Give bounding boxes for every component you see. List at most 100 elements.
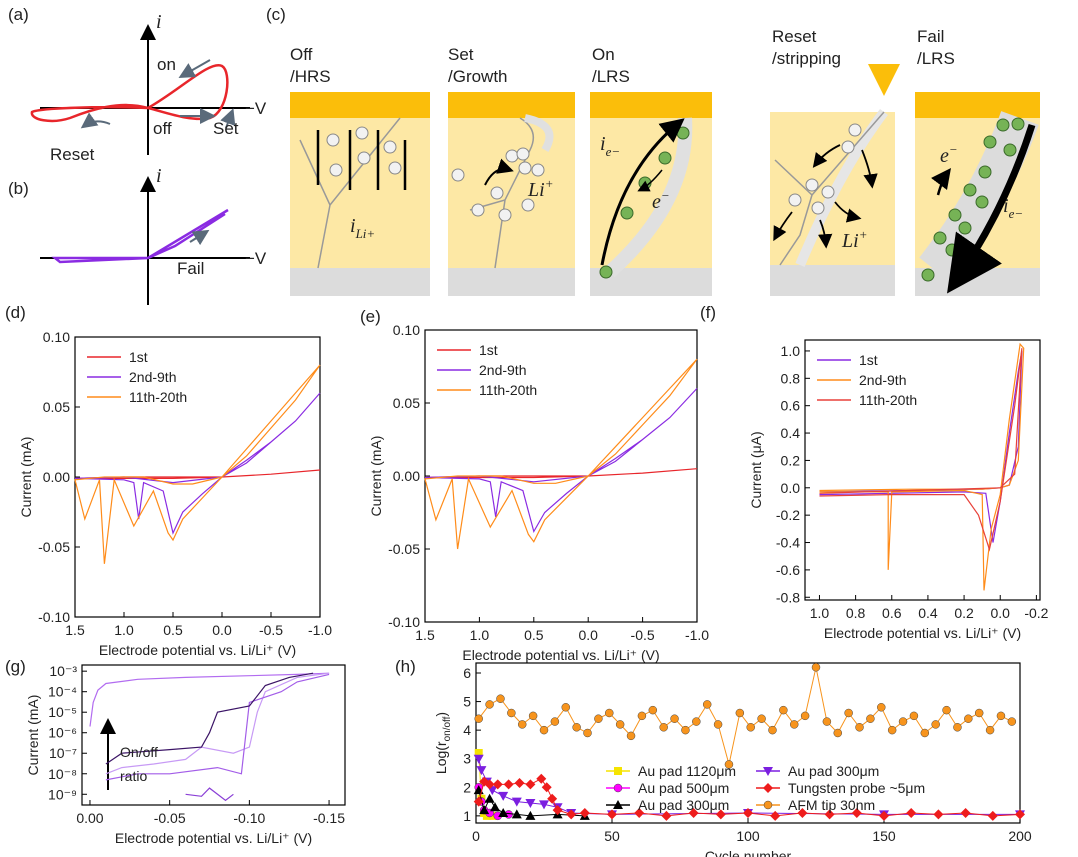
data-point: [797, 808, 808, 818]
data-point: [485, 700, 494, 709]
y-tick-label: 0.05: [43, 399, 70, 415]
x-tick-label: 0.5: [163, 622, 183, 638]
arrow: [220, 108, 236, 129]
diagram-b: (b) i Fail −V: [8, 165, 267, 305]
data-point: [528, 711, 538, 721]
data-point: [770, 810, 781, 821]
substrate: [770, 265, 895, 296]
y-tick-label: 0.10: [43, 329, 70, 345]
x-tick-label: 150: [872, 828, 896, 844]
x-tick-label: 1.5: [65, 622, 85, 638]
stage-title: /stripping: [772, 49, 841, 68]
y-tick-label: -0.2: [776, 507, 800, 523]
x-tick-label: 1.0: [470, 627, 490, 643]
superscript: −: [949, 142, 958, 157]
data-point: [931, 720, 940, 729]
y-tick-label: 10⁻⁹: [48, 786, 77, 802]
data-point: [996, 711, 1006, 721]
legend-label: 1st: [859, 352, 878, 368]
axis-label: i: [156, 165, 162, 187]
data-point: [1015, 809, 1025, 820]
data-point: [960, 808, 971, 818]
substrate: [290, 268, 430, 296]
x-tick-label: -0.5: [631, 627, 655, 643]
annotation: ratio: [120, 768, 147, 784]
y-tick-label: -0.10: [388, 614, 420, 630]
superscript: +: [859, 227, 868, 242]
y-tick-label: 10⁻⁵: [48, 704, 77, 720]
afm-tip: [868, 64, 900, 96]
stage-title: Fail: [917, 27, 944, 46]
y-tick-label: 1: [463, 808, 471, 824]
subscript: e−: [606, 144, 621, 159]
data-point: [539, 800, 549, 810]
data-point: [855, 723, 864, 732]
data-point: [659, 723, 668, 732]
panel-label: (a): [8, 5, 29, 24]
series-line: [105, 672, 314, 765]
series-line: [424, 387, 698, 534]
legend-label: Au pad 300μm: [638, 797, 729, 813]
y-axis-label: Current (mA): [25, 695, 41, 776]
legend-marker: [613, 800, 623, 809]
legend-marker: [763, 800, 773, 810]
label: Set: [213, 119, 239, 138]
panel-label: (d): [5, 303, 26, 322]
legend-label: 11th-20th: [479, 382, 537, 398]
series-line: [74, 392, 321, 535]
subscript: Li+: [355, 226, 376, 241]
data-point: [525, 810, 536, 820]
data-point: [517, 720, 527, 729]
symbol: Li: [841, 230, 859, 252]
filament: [795, 108, 888, 267]
y-tick-label: -0.05: [38, 539, 70, 555]
data-point: [492, 779, 503, 790]
x-tick-label: 1.0: [810, 605, 830, 621]
math-label: ie−: [600, 133, 620, 159]
li-ions: [326, 126, 402, 177]
data-point: [479, 805, 490, 815]
x-tick-label: 0.8: [846, 605, 866, 621]
current-arrow: [947, 123, 1036, 294]
x-axis-label: Electrode potential vs. Li/Li⁺ (V): [115, 830, 312, 846]
data-point: [713, 720, 723, 729]
y-tick-label: 0.00: [393, 468, 420, 484]
data-point: [661, 810, 672, 821]
data-point: [490, 802, 501, 812]
data-point: [566, 809, 577, 820]
x-tick-label: 0.5: [524, 627, 544, 643]
electrolyte: [448, 118, 575, 268]
data-point: [496, 694, 505, 703]
data-point: [525, 799, 536, 808]
math-label: ie−: [1003, 195, 1023, 221]
data-point: [887, 725, 897, 735]
diagram-a: (a) i on off Set Reset −V: [8, 5, 267, 164]
series-line: [105, 672, 330, 775]
data-point: [498, 808, 509, 817]
data-point: [898, 717, 908, 726]
data-point: [552, 805, 563, 816]
panel-label: (g): [5, 657, 26, 676]
y-tick-label: 0.0: [781, 480, 801, 496]
math-label: Li+: [527, 176, 553, 201]
stage-title: /LRS: [592, 67, 630, 86]
data-point: [561, 703, 571, 712]
data-point: [942, 705, 951, 715]
panel-label: (c): [266, 5, 286, 24]
arrow: [80, 112, 111, 129]
stage-title: Off: [290, 45, 313, 64]
stage-title: Set: [448, 45, 474, 64]
x-tick-label: 1.0: [114, 622, 134, 638]
x-tick-label: -1.0: [308, 622, 332, 638]
legend-label: Au pad 500μm: [638, 780, 729, 796]
series-line: [424, 358, 698, 550]
symbol: e: [652, 191, 661, 213]
y-tick-label: -0.4: [776, 535, 800, 551]
stage-title: /Growth: [448, 67, 508, 86]
x-axis-label: Electrode potential vs. Li/Li⁺ (V): [462, 647, 659, 663]
data-point: [474, 714, 483, 723]
arrow: [189, 229, 210, 246]
y-tick-label: -0.6: [776, 562, 800, 578]
data-point: [476, 766, 487, 776]
y-axis-label: Current (mA): [18, 437, 34, 518]
